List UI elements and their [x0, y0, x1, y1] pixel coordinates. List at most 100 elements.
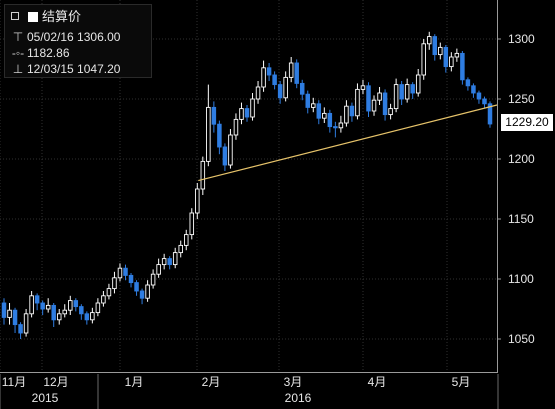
- candle: [482, 96, 487, 109]
- legend-high: 05/02/16 1306.00: [27, 30, 121, 44]
- candle-body: [128, 274, 134, 284]
- candle: [421, 39, 426, 80]
- candle-body: [84, 313, 90, 321]
- candle: [34, 293, 40, 311]
- legend-title-row: 结算价: [11, 9, 81, 25]
- candle-body: [145, 284, 150, 299]
- candle-body: [206, 106, 211, 162]
- candle: [178, 240, 183, 258]
- grid-layer: [0, 0, 497, 372]
- candle-body: [156, 264, 161, 275]
- candle-body: [393, 84, 399, 110]
- candle: [366, 82, 371, 117]
- candle-body: [134, 282, 139, 292]
- candle: [244, 105, 250, 122]
- candle-body: [388, 108, 393, 116]
- candle-body: [349, 105, 355, 117]
- candle: [261, 60, 266, 92]
- candle: [449, 52, 454, 72]
- candle: [206, 84, 211, 167]
- candle-body: [366, 85, 371, 112]
- candle: [388, 103, 393, 120]
- candle: [255, 81, 261, 104]
- candle: [128, 273, 134, 288]
- candle-body: [360, 85, 366, 90]
- candle: [283, 71, 288, 102]
- candle-body: [261, 67, 266, 88]
- candle: [338, 115, 344, 133]
- candle-body: [355, 88, 360, 117]
- x-tick-label: 5月: [452, 375, 471, 389]
- candle-body: [404, 84, 410, 100]
- candle-body: [244, 108, 250, 118]
- candle-body: [338, 122, 344, 129]
- candle-body: [288, 62, 294, 78]
- candle-body: [200, 160, 206, 190]
- candle-body: [333, 126, 338, 129]
- candle: [189, 208, 195, 240]
- candle-body: [432, 36, 438, 56]
- y-tick-label: 1150: [508, 212, 534, 226]
- candle: [73, 298, 79, 312]
- candle-body: [150, 273, 156, 286]
- candle-body: [465, 79, 471, 87]
- candle-body: [449, 56, 454, 68]
- x-tick-label: 3月: [284, 375, 303, 389]
- candle: [382, 89, 388, 121]
- support-trendline: [198, 104, 498, 182]
- legend-low-row: ⊥ 12/03/15 1047.20: [11, 61, 121, 77]
- candle-body: [487, 103, 493, 125]
- candle-body: [183, 234, 189, 246]
- candle: [90, 307, 95, 324]
- legend-high-row: ⊤ 05/02/16 1306.00: [11, 29, 121, 45]
- y-tick-label: 1050: [508, 332, 535, 346]
- series-swatch-icon: [28, 12, 38, 22]
- candle-body: [410, 84, 415, 94]
- candle-body: [255, 86, 261, 100]
- candle-body: [123, 267, 128, 276]
- legend-title: 结算价: [42, 9, 82, 24]
- candle-body: [222, 146, 228, 166]
- candle-body: [228, 134, 233, 166]
- candle: [161, 253, 167, 270]
- candle-body: [117, 267, 123, 279]
- year-label-2015: 2015: [32, 391, 59, 405]
- candle-body: [421, 43, 426, 76]
- legend-low: 12/03/15 1047.20: [27, 62, 121, 76]
- candle-body: [29, 295, 34, 315]
- candle: [277, 81, 283, 104]
- x-axis: 11月 12月 1月 2月 3月 4月 5月: [0, 374, 499, 409]
- candle: [322, 107, 327, 123]
- candle-body: [322, 112, 327, 119]
- candle: [250, 93, 255, 121]
- candle: [427, 31, 432, 50]
- candle-body: [161, 258, 167, 266]
- candle-body: [316, 103, 322, 119]
- candle-body: [23, 313, 29, 334]
- candle: [393, 78, 399, 113]
- candle-body: [476, 92, 482, 100]
- candle-body: [311, 103, 316, 108]
- candle: [95, 298, 101, 317]
- candle: [438, 42, 443, 60]
- candle-body: [294, 62, 299, 84]
- candle-body: [189, 212, 195, 236]
- candle: [7, 303, 12, 325]
- candle-body: [471, 85, 476, 94]
- candle-body: [18, 324, 23, 334]
- candle-body: [443, 46, 449, 68]
- year-label-2016: 2016: [285, 391, 312, 405]
- candle: [117, 263, 123, 282]
- legend-box: 结算价 ⊤ 05/02/16 1306.00 -◦- 1182.86 ⊥ 12/03/…: [4, 4, 152, 78]
- candle-body: [106, 288, 112, 297]
- x-tick-label: 2月: [202, 375, 221, 389]
- candle: [371, 95, 377, 116]
- collapse-box-icon[interactable]: [11, 12, 19, 20]
- x-tick-label: 4月: [368, 375, 387, 389]
- candle-body: [377, 92, 382, 101]
- mean-marker-icon: -◦-: [11, 46, 25, 60]
- candle: [360, 79, 366, 95]
- candle: [294, 59, 299, 89]
- candle: [40, 300, 45, 315]
